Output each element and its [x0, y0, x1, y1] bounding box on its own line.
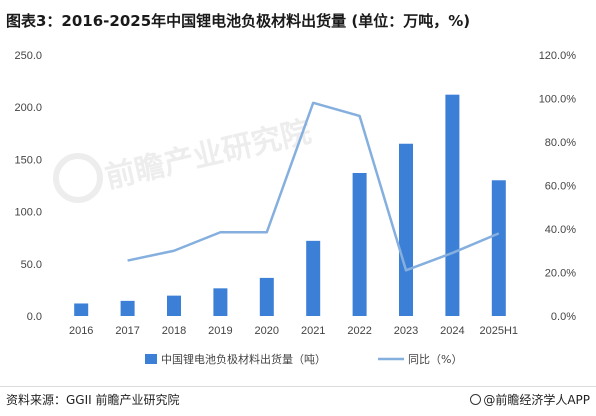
bar	[259, 277, 274, 316]
bar	[213, 288, 228, 316]
right-axis: 0.0% 20.0% 40.0% 60.0% 80.0% 100.0% 120.0%	[539, 50, 577, 323]
left-axis: 0.0 50.0 100.0 150.0 200.0 250.0	[14, 50, 42, 323]
x-tick-label: 2019	[208, 325, 232, 337]
bar-series	[74, 94, 506, 316]
brand-tag: @前瞻经济学人APP	[470, 391, 590, 408]
x-tick-label: 2016	[69, 325, 93, 337]
left-tick-label: 250.0	[14, 50, 42, 62]
right-tick-label: 80.0%	[545, 137, 576, 149]
legend-line-label: 同比（%）	[408, 353, 462, 366]
source-note: 资料来源：GGII 前瞻产业研究院	[6, 393, 180, 407]
left-tick-label: 200.0	[14, 102, 42, 114]
right-tick-label: 40.0%	[545, 224, 576, 236]
brand-text: @前瞻经济学人APP	[483, 393, 590, 407]
x-axis: 2016 2017 2018 2019 2020 2021 2022 2023 2024 2025…	[69, 325, 518, 337]
x-tick-label: 2021	[301, 325, 325, 337]
chart-title: 图表3：2016-2025年中国锂电池负极材料出货量 (单位：万吨，%)	[6, 12, 471, 30]
watermark: 前瞻产业研究院	[53, 114, 314, 203]
left-tick-label: 50.0	[21, 259, 42, 271]
bar	[167, 295, 181, 316]
yoy-line	[127, 101, 500, 272]
bar	[352, 172, 367, 316]
right-tick-label: 120.0%	[539, 50, 577, 62]
bar	[399, 143, 413, 316]
bar	[445, 94, 460, 316]
x-tick-label: 2018	[162, 325, 186, 337]
watermark-text: 前瞻产业研究院	[102, 114, 314, 195]
bar	[491, 180, 506, 316]
footer: 资料来源：GGII 前瞻产业研究院 @前瞻经济学人APP	[0, 386, 596, 416]
bar	[120, 300, 135, 316]
legend-bar-label: 中国锂电池负极材料出货量（吨）	[161, 352, 326, 366]
right-tick-label: 100.0%	[539, 94, 577, 106]
brand-icon	[470, 394, 482, 405]
right-tick-label: 60.0%	[545, 181, 576, 193]
x-tick-label: 2025H1	[480, 325, 519, 337]
right-tick-label: 20.0%	[545, 268, 576, 280]
x-tick-label: 2023	[394, 325, 418, 337]
left-tick-label: 100.0	[14, 207, 42, 219]
left-tick-label: 0.0	[27, 311, 42, 323]
x-tick-label: 2020	[255, 325, 279, 337]
x-tick-label: 2022	[347, 325, 371, 337]
legend: 中国锂电池负极材料出货量（吨） 同比（%）	[145, 352, 462, 366]
left-tick-label: 150.0	[14, 154, 42, 166]
bar	[306, 240, 321, 316]
legend-bar-swatch	[145, 354, 157, 364]
bar	[74, 303, 89, 316]
x-tick-label: 2017	[115, 325, 139, 337]
line-series	[127, 101, 500, 272]
x-tick-label: 2024	[440, 325, 464, 337]
right-tick-label: 0.0%	[551, 311, 576, 323]
